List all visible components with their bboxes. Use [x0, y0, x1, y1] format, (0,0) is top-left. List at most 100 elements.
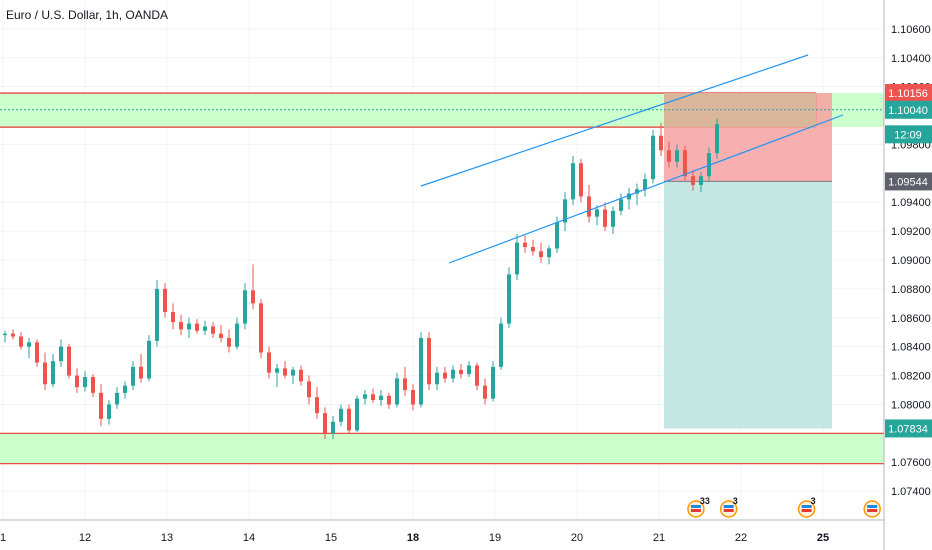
x-tick-label: 21 — [653, 532, 665, 544]
candle-body — [595, 209, 599, 217]
x-tick-label: 1 — [0, 532, 6, 544]
candles — [3, 118, 719, 440]
price-tag — [885, 419, 932, 438]
candle-body — [123, 385, 127, 393]
price-tag — [885, 84, 932, 103]
candle-body — [91, 377, 95, 393]
y-tick-label: 1.08600 — [891, 313, 931, 325]
candle-body — [627, 193, 631, 200]
candle-body — [579, 163, 583, 197]
candle-body — [347, 408, 351, 431]
candle-body — [611, 210, 615, 227]
flag-stripe — [801, 509, 812, 512]
flag-stripe — [867, 505, 878, 508]
x-tick-label: 14 — [243, 532, 255, 544]
candle-body — [83, 377, 87, 388]
candle-body — [379, 395, 383, 401]
event-count: 33 — [700, 496, 710, 506]
candle-body — [187, 323, 191, 330]
flag-stripe — [801, 505, 812, 508]
candle-body — [683, 150, 687, 177]
candle-body — [403, 378, 407, 390]
candle-body — [11, 333, 15, 337]
price-tag-label: 1.07834 — [888, 423, 928, 435]
candle-body — [43, 362, 47, 385]
event-count: 3 — [811, 496, 816, 506]
candle-body — [459, 369, 463, 375]
candle-body — [331, 421, 335, 434]
candle-body — [211, 326, 215, 334]
candle-body — [315, 397, 319, 414]
candle-body — [547, 248, 551, 258]
y-tick-label: 1.07600 — [891, 457, 931, 469]
candle-body — [131, 366, 135, 386]
candle-body — [491, 366, 495, 399]
candle-body — [395, 378, 399, 405]
y-tick-label: 1.08400 — [891, 342, 931, 354]
candle-body — [27, 342, 31, 347]
candle-body — [667, 150, 671, 162]
support-zone — [0, 433, 884, 464]
candle-body — [195, 323, 199, 331]
candle-body — [467, 365, 471, 375]
channel-lower-line — [448, 114, 844, 264]
candle-body — [419, 338, 423, 405]
y-tick-label: 1.09000 — [891, 255, 931, 267]
x-tick-label: 18 — [407, 532, 419, 544]
candle-body — [155, 288, 159, 341]
candle-body — [427, 338, 431, 385]
candle-body — [219, 333, 223, 338]
candle-body — [67, 346, 71, 376]
price-tag — [885, 100, 932, 119]
candle-body — [179, 322, 183, 330]
candle-body — [259, 303, 263, 353]
candle-body — [387, 395, 391, 405]
y-tick-label: 1.09200 — [891, 226, 931, 238]
y-tick-label: 1.08000 — [891, 399, 931, 411]
candle-body — [171, 312, 175, 323]
flag-stripe — [723, 509, 734, 512]
price-tag — [885, 125, 932, 144]
candle-body — [115, 392, 119, 405]
flag-stripe — [723, 505, 734, 508]
candle-body — [19, 336, 23, 347]
candle-body — [323, 413, 327, 434]
candle-body — [147, 340, 151, 379]
candle-body — [139, 366, 143, 379]
candle-body — [483, 385, 487, 399]
x-tick-label: 19 — [489, 532, 501, 544]
candle-body — [539, 251, 543, 258]
candle-body — [675, 150, 679, 162]
candle-body — [531, 247, 535, 252]
x-tick-label: 15 — [325, 532, 337, 544]
candle-body — [163, 288, 167, 312]
overlay-back — [0, 92, 884, 465]
price-tag-label: 1.10040 — [888, 105, 928, 117]
candle-body — [699, 176, 703, 185]
candle-body — [75, 375, 79, 388]
candle-body — [643, 179, 647, 190]
candle-body — [555, 222, 559, 249]
candle-body — [435, 372, 439, 385]
candle-body — [443, 372, 447, 379]
candle-body — [707, 153, 711, 177]
candle-body — [227, 338, 231, 347]
candle-body — [235, 323, 239, 347]
candle-body — [603, 209, 607, 227]
chart-title: Euro / U.S. Dollar, 1h, OANDA — [6, 8, 169, 22]
candle-body — [499, 323, 503, 367]
events: 33 3 3 — [687, 496, 881, 518]
candle-body — [267, 352, 271, 373]
candle-body — [107, 404, 111, 419]
candle-body — [635, 189, 639, 194]
flag-stripe — [690, 509, 701, 512]
candle-body — [651, 135, 655, 180]
x-tick-label: 22 — [735, 532, 747, 544]
candle-body — [715, 124, 719, 154]
overlay-front — [0, 54, 884, 264]
candle-body — [59, 346, 63, 362]
candle-body — [251, 290, 255, 304]
channel-upper-line — [420, 54, 809, 187]
